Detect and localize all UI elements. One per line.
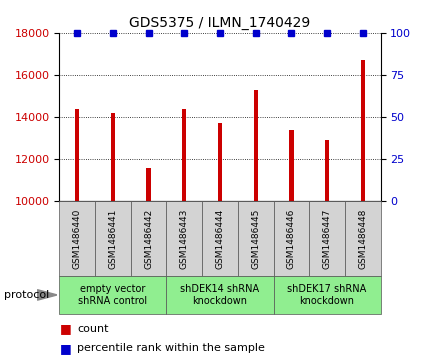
Bar xyxy=(202,201,238,276)
Text: ■: ■ xyxy=(59,322,71,335)
Bar xyxy=(238,201,274,276)
Text: GSM1486440: GSM1486440 xyxy=(73,208,82,269)
Bar xyxy=(59,201,95,276)
Text: GSM1486442: GSM1486442 xyxy=(144,209,153,269)
Text: empty vector
shRNA control: empty vector shRNA control xyxy=(78,284,147,306)
Bar xyxy=(361,60,365,201)
Text: percentile rank within the sample: percentile rank within the sample xyxy=(77,343,265,354)
Bar xyxy=(345,201,381,276)
Text: GSM1486446: GSM1486446 xyxy=(287,208,296,269)
Bar xyxy=(131,201,166,276)
Bar xyxy=(166,276,274,314)
Text: GSM1486447: GSM1486447 xyxy=(323,208,332,269)
Text: ■: ■ xyxy=(59,342,71,355)
Bar xyxy=(218,123,222,201)
Text: shDEK14 shRNA
knockdown: shDEK14 shRNA knockdown xyxy=(180,284,260,306)
Bar xyxy=(274,201,309,276)
Bar xyxy=(253,90,258,201)
Bar xyxy=(309,201,345,276)
Bar xyxy=(95,201,131,276)
Bar xyxy=(274,276,381,314)
Text: GSM1486443: GSM1486443 xyxy=(180,208,189,269)
Text: GSM1486441: GSM1486441 xyxy=(108,208,117,269)
Text: shDEK17 shRNA
knockdown: shDEK17 shRNA knockdown xyxy=(287,284,367,306)
Polygon shape xyxy=(37,290,57,300)
Text: count: count xyxy=(77,323,109,334)
Bar xyxy=(166,201,202,276)
Text: GSM1486445: GSM1486445 xyxy=(251,208,260,269)
Bar xyxy=(111,113,115,201)
Bar xyxy=(182,109,187,201)
Text: GSM1486448: GSM1486448 xyxy=(358,208,367,269)
Text: protocol: protocol xyxy=(4,290,50,300)
Bar xyxy=(75,109,79,201)
Bar xyxy=(325,140,329,201)
Text: GDS5375 / ILMN_1740429: GDS5375 / ILMN_1740429 xyxy=(129,16,311,30)
Bar xyxy=(59,276,166,314)
Bar xyxy=(147,168,151,201)
Text: GSM1486444: GSM1486444 xyxy=(216,209,224,269)
Bar xyxy=(289,130,293,201)
